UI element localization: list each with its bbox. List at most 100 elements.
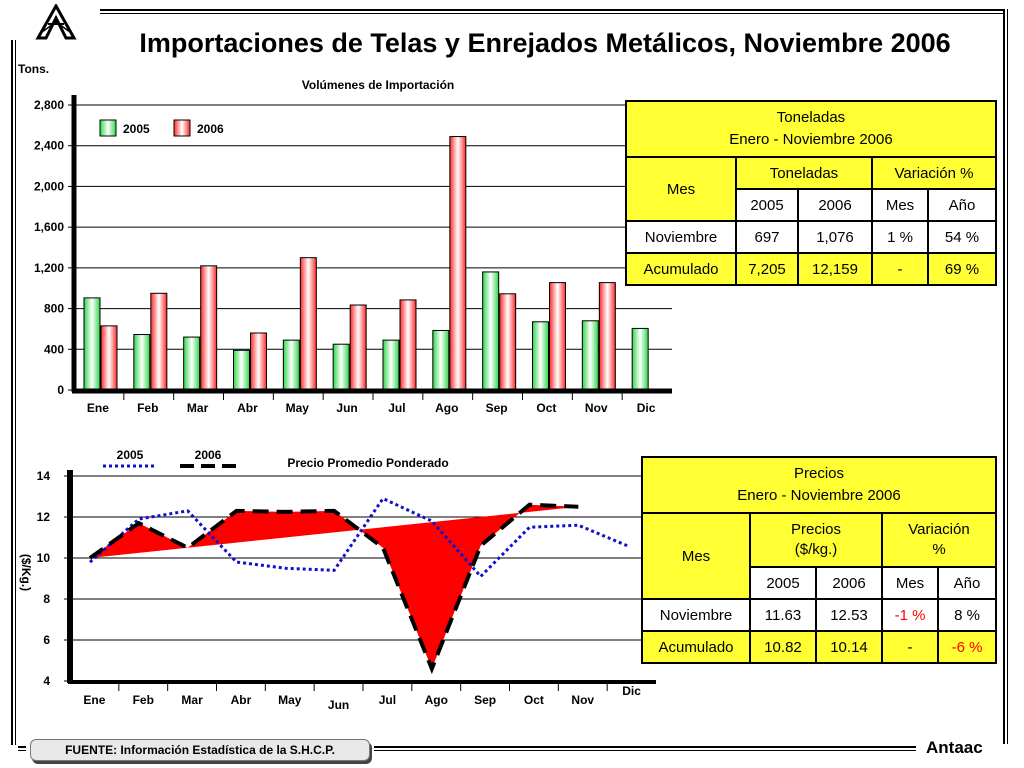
line-y-tick-label: 14 [37, 469, 51, 483]
bar-x-tick-label: Sep [486, 401, 508, 415]
table-row: Acumulado 7,205 12,159 - 69 % [625, 252, 997, 286]
prices-row2-label: Acumulado [641, 630, 751, 664]
tonnage-table-title: Toneladas Enero - Noviembre 2006 [625, 100, 997, 158]
bar-y-tick-label: 2,400 [34, 139, 64, 153]
bar-y-tick-label: 2,000 [34, 179, 64, 193]
bar-2005-ago [432, 329, 450, 391]
bar-legend-label-2006: 2006 [197, 122, 224, 136]
line-chart-title: Precio Promedio Ponderado [287, 456, 448, 470]
frame-left-line-1 [11, 40, 13, 745]
line-x-tick-label: Sep [474, 693, 496, 707]
tonnage-row1-2006: 1,076 [797, 220, 873, 254]
line-x-tick-label: Jul [379, 693, 396, 707]
line-x-tick-label: Oct [524, 693, 544, 707]
bar-2006-may [299, 257, 317, 391]
prices-row1-ano: 8 % [937, 598, 997, 632]
line-legend-label-2005: 2005 [117, 448, 144, 462]
frame-right-line-2 [1007, 9, 1008, 744]
prices-sub-ano: Año [937, 566, 997, 600]
line-y-tick-label: 4 [43, 674, 50, 688]
frame-left-line-2 [15, 40, 16, 745]
line-x-tick-label: Jun [328, 698, 349, 712]
bar-chart-title: Volúmenes de Importación [302, 78, 454, 92]
bar-y-tick-label: 0 [57, 383, 64, 397]
bar-legend-swatch-2006 [173, 119, 191, 137]
price-line-chart: Precio Promedio Ponderado ($/Kg.) 4 6 8 10 12 1… [19, 448, 656, 712]
bar-2005-oct [532, 321, 549, 391]
prices-col-group1-line2: ($/kg.) [794, 541, 838, 558]
bar-x-tick-label: Mar [187, 401, 209, 415]
table-row: Noviembre 11.63 12.53 -1 % 8 % [641, 598, 997, 632]
bar-2005-jun [332, 343, 350, 391]
prices-title-line2: Enero - Noviembre 2006 [737, 487, 901, 504]
tonnage-row1-label: Noviembre [625, 220, 737, 254]
line-legend-label-2006: 2006 [195, 448, 222, 462]
bar-2005-sep [482, 271, 500, 391]
line-y-tick-label: 8 [43, 592, 50, 606]
line-x-tick-label: Feb [133, 693, 154, 707]
bar-y-tick-label: 1,200 [34, 261, 64, 275]
line-y-tick-label: 10 [37, 551, 51, 565]
frame-bottom-line-1 [18, 746, 26, 748]
bar-y-tick-label: 400 [44, 342, 64, 356]
prices-row2-ano: -6 % [937, 630, 997, 664]
bar-x-tick-label: May [286, 401, 310, 415]
frame-top-line-1 [100, 9, 1004, 11]
tonnage-row2-label: Acumulado [625, 252, 737, 286]
prices-row2-mes: - [881, 630, 939, 664]
prices-sub-mes: Mes [881, 566, 939, 600]
prices-row1-2005: 11.63 [749, 598, 817, 632]
frame-top-line-2 [100, 13, 1004, 14]
bar-2006-jun [349, 304, 367, 391]
bar-x-tick-label: Jul [388, 401, 405, 415]
bar-2006-jul [399, 299, 417, 391]
prices-row1-mes: -1 % [881, 598, 939, 632]
bar-2005-feb [133, 334, 151, 391]
bar-2005-jul [382, 339, 400, 391]
bar-legend-swatch-2005 [99, 119, 117, 137]
tonnage-sub-ano: Año [927, 188, 997, 222]
line-y-tick-label: 12 [37, 510, 51, 524]
bar-2005-dic [631, 327, 649, 391]
prices-row1-label: Noviembre [641, 598, 751, 632]
line-y-axis-label: ($/Kg.) [19, 554, 33, 591]
prices-sub-2006: 2006 [815, 566, 883, 600]
tonnage-col-mes: Mes [625, 156, 737, 222]
tonnage-row1-2005: 697 [735, 220, 799, 254]
line-x-tick-label: Ago [425, 693, 448, 707]
bar-2006-abr [250, 332, 267, 391]
import-volume-bar-chart: Tons. Volúmenes de Importación 0 400 800 1,20… [18, 62, 672, 415]
line-y-tick-label: 6 [43, 633, 50, 647]
bar-2005-nov [581, 320, 599, 391]
bar-2006-ene [100, 325, 118, 391]
bar-x-tick-label: Oct [536, 401, 556, 415]
bar-x-tick-label: Jun [336, 401, 357, 415]
bar-y-axis-label: Tons. [18, 62, 49, 76]
prices-col-group-precios: Precios ($/kg.) [749, 512, 883, 568]
tonnage-row2-2005: 7,205 [735, 252, 799, 286]
prices-row1-2006: 12.53 [815, 598, 883, 632]
frame-bottom-line-2 [18, 750, 26, 751]
frame-bottom-line-3 [374, 746, 916, 748]
bar-x-tick-label: Dic [637, 401, 656, 415]
tonnage-title-line2: Enero - Noviembre 2006 [729, 131, 893, 148]
company-logo [35, 4, 77, 40]
prices-table-title: Precios Enero - Noviembre 2006 [641, 456, 997, 514]
tonnage-title-line1: Toneladas [776, 109, 846, 126]
prices-sub-2005: 2005 [749, 566, 817, 600]
bar-y-tick-label: 2,800 [34, 98, 64, 112]
tonnage-sub-mes: Mes [871, 188, 929, 222]
prices-table: Precios Enero - Noviembre 2006 Mes Preci… [641, 456, 997, 664]
prices-col-group2-line1: Variación [908, 521, 970, 538]
tonnage-sub-2005: 2005 [735, 188, 799, 222]
tonnage-col-group-toneladas: Toneladas [735, 156, 873, 190]
line-x-tick-label: Abr [231, 693, 252, 707]
bar-2005-mar [183, 336, 201, 391]
line-area-fill [90, 504, 579, 669]
prices-col-group2-line2: % [932, 541, 946, 558]
bar-x-tick-label: Feb [137, 401, 158, 415]
tonnage-sub-2006: 2006 [797, 188, 873, 222]
prices-col-mes: Mes [641, 512, 751, 600]
line-x-tick-label: May [278, 693, 302, 707]
tonnage-row2-mes: - [871, 252, 929, 286]
